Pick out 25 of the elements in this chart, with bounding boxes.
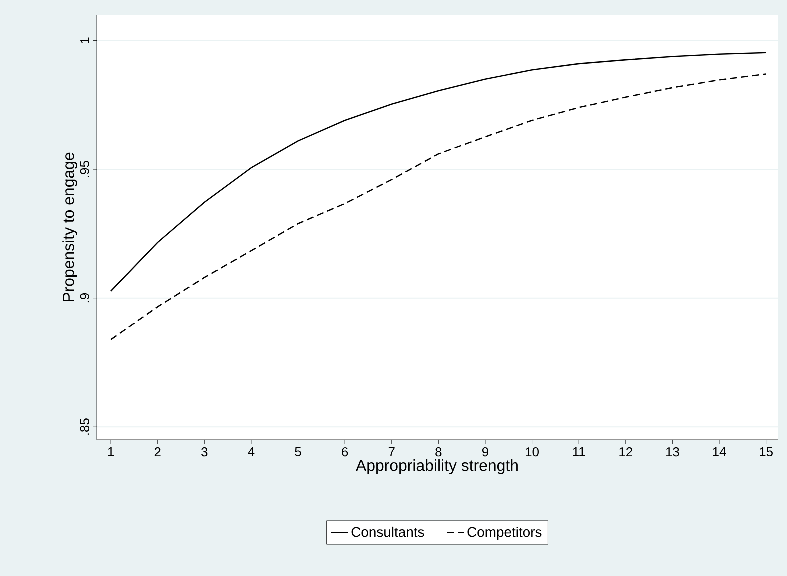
x-axis-title: Appropriability strength (356, 460, 518, 474)
x-tick-label: 15 (760, 448, 773, 457)
y-axis-title: Propensity to engage (62, 152, 78, 302)
x-tick-label: 5 (295, 448, 302, 457)
x-tick-label: 4 (248, 448, 255, 456)
x-tick-label: 12 (620, 448, 632, 457)
x-tick-label: 11 (573, 448, 586, 456)
y-tick-label: 1 (80, 38, 90, 44)
x-tick-label: 7 (388, 448, 395, 456)
x-tick-label: 9 (482, 448, 488, 457)
legend-label: Competitors (468, 526, 542, 540)
y-tick-label: .85 (80, 418, 90, 435)
x-tick-label: 2 (154, 448, 161, 457)
x-tick-label: 6 (342, 448, 348, 457)
x-tick-label: 1 (108, 448, 114, 456)
line-series (110, 52, 767, 292)
y-tick-label: .95 (80, 161, 90, 178)
x-tick-label: 8 (436, 448, 442, 457)
x-tick-label: 3 (202, 448, 208, 457)
line-series (110, 74, 767, 340)
y-tick-label: .9 (80, 294, 90, 303)
x-tick-label: 13 (666, 448, 680, 457)
x-tick-label: 10 (526, 448, 539, 457)
x-tick-label: 14 (713, 448, 726, 456)
legend-label: Consultants (352, 526, 424, 538)
